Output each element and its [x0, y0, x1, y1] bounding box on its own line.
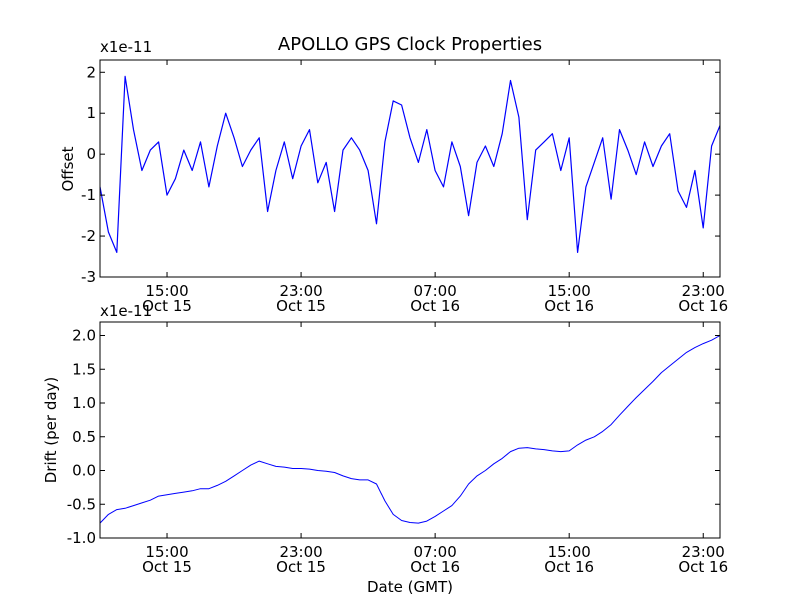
x-tick-time-label: 15:00	[145, 543, 188, 561]
x-tick-date-label: Oct 16	[410, 297, 460, 315]
x-tick-time-label: 07:00	[414, 543, 457, 561]
y-tick-label: 0.0	[72, 462, 96, 480]
x-tick-date-label: Oct 15	[276, 297, 326, 315]
x-tick-time-label: 07:00	[414, 282, 457, 300]
series-line-0	[99, 335, 721, 524]
drift-ylabel: Drift (per day)	[42, 377, 60, 484]
x-tick-time-label: 15:00	[145, 282, 188, 300]
x-tick-date-label: Oct 15	[142, 297, 192, 315]
drift-chart: x1e-11 Drift (per day) Date (GMT) -1.0 -0…	[42, 302, 728, 596]
offset-plot-area	[99, 75, 721, 253]
series-line-0	[99, 75, 721, 253]
x-tick-date-label: Oct 15	[142, 558, 192, 576]
chart-title: APOLLO GPS Clock Properties	[278, 34, 542, 55]
y-tick-label: 1	[86, 104, 96, 122]
y-tick-label: 0.5	[72, 428, 96, 446]
y-tick-label: -2	[81, 227, 96, 245]
offset-ylabel: Offset	[59, 146, 77, 191]
x-tick-date-label: Oct 16	[678, 558, 728, 576]
x-tick-time-label: 15:00	[548, 282, 591, 300]
offset-axes-frame	[99, 59, 721, 278]
x-tick-date-label: Oct 16	[544, 558, 594, 576]
y-tick-label: -1	[81, 186, 96, 204]
x-tick-time-label: 23:00	[279, 543, 322, 561]
offset-chart: APOLLO GPS Clock Properties x1e-11 Offse…	[59, 34, 728, 315]
x-tick-time-label: 15:00	[548, 543, 591, 561]
y-tick-label: 0	[86, 145, 96, 163]
y-tick-label: 2	[86, 63, 96, 81]
drift-multiplier: x1e-11	[100, 302, 152, 320]
drift-plot-area	[99, 335, 721, 524]
x-tick-time-label: 23:00	[682, 282, 725, 300]
drift-y-ticks: -1.0 -0.5 0.0 0.5 1.0 1.5 2.0	[67, 327, 720, 547]
x-tick-date-label: Oct 15	[276, 558, 326, 576]
x-tick-time-label: 23:00	[279, 282, 322, 300]
x-tick-date-label: Oct 16	[544, 297, 594, 315]
y-tick-label: -3	[81, 268, 96, 286]
y-tick-label: 1.0	[72, 394, 96, 412]
drift-axes-frame	[99, 321, 721, 539]
offset-multiplier: x1e-11	[100, 38, 152, 56]
x-tick-time-label: 23:00	[682, 543, 725, 561]
y-tick-label: -1.0	[67, 529, 96, 547]
x-tick-date-label: Oct 16	[678, 297, 728, 315]
y-tick-label: 1.5	[72, 360, 96, 378]
y-tick-label: -0.5	[67, 495, 96, 513]
drift-xlabel: Date (GMT)	[367, 578, 453, 596]
x-tick-date-label: Oct 16	[410, 558, 460, 576]
y-tick-label: 2.0	[72, 327, 96, 345]
offset-y-ticks: -3 -2 -1 0 1 2	[81, 63, 720, 286]
